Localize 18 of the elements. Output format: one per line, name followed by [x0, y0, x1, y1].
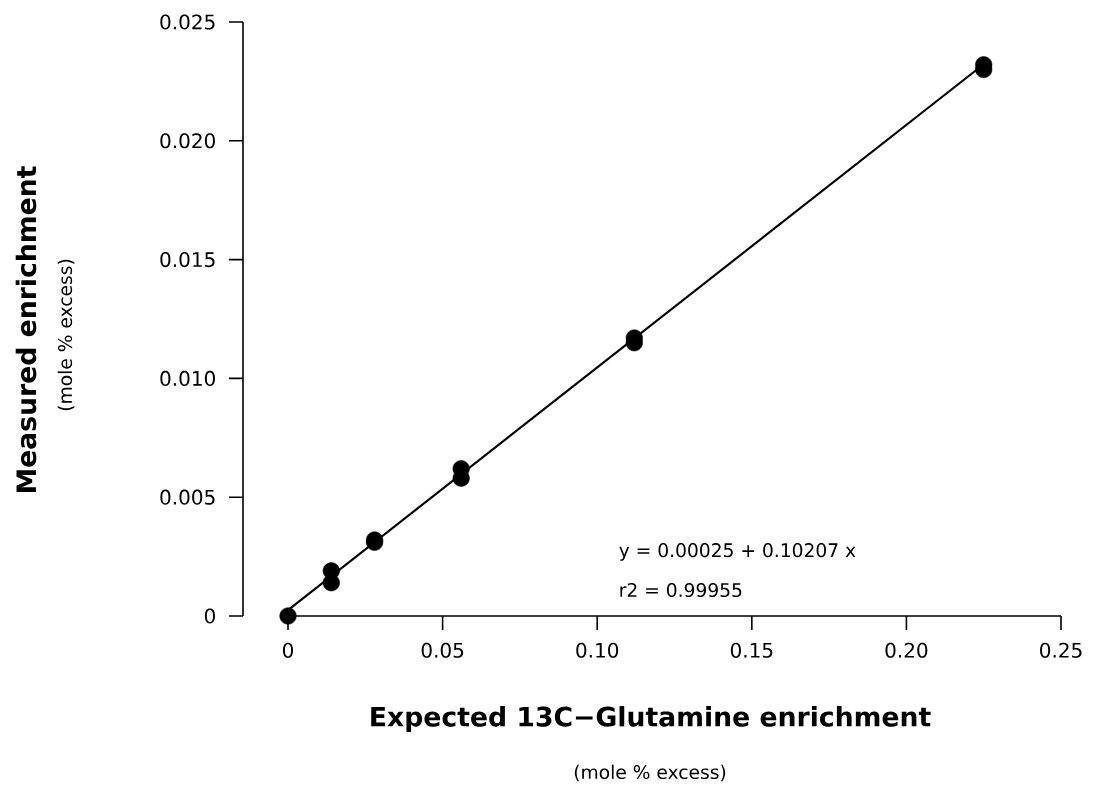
- y-tick-label: 0: [204, 608, 215, 624]
- y-tick-label: 0.010: [160, 370, 215, 386]
- text: (mole % excess): [57, 259, 75, 411]
- y-tick-label: 0.025: [160, 14, 215, 30]
- annotation: y = 0.00025 + 0.10207 x: [619, 543, 856, 561]
- x-axis-title: Expected 13C−Glutamine enrichment: [371, 706, 931, 732]
- x-tick-label: 0.05: [421, 642, 464, 658]
- annotation: r2 = 0.99955: [620, 582, 742, 598]
- y-tick-label: 0.015: [160, 252, 215, 268]
- x-tick-label: 0: [282, 642, 294, 658]
- x-tick-label: 0.10: [576, 642, 619, 658]
- y-tick-label: 0.005: [160, 489, 215, 505]
- text: (mole % excess): [574, 764, 726, 782]
- x-tick-label: 0.25: [1040, 642, 1082, 658]
- y-axis-title: Measured enrichment: [15, 166, 37, 492]
- y-tick-label: 0.020: [160, 133, 215, 149]
- x-tick-label: 0.20: [885, 642, 928, 658]
- x-tick-label: 0.15: [730, 642, 773, 658]
